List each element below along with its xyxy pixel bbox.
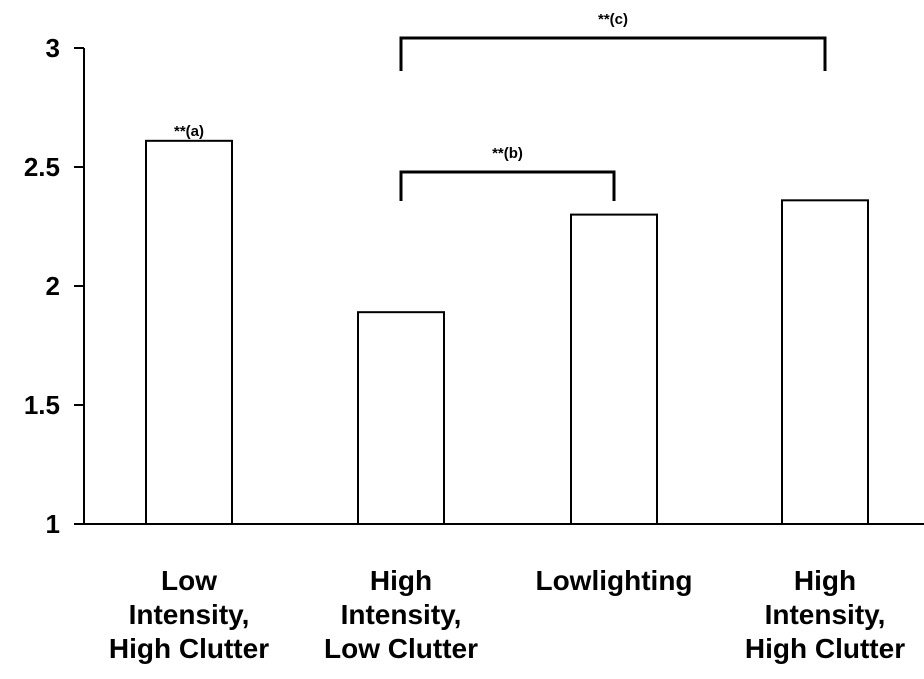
category-label: High <box>794 565 856 596</box>
significance-bracket <box>399 170 616 201</box>
category-label: Intensity, <box>341 599 462 630</box>
y-tick-label: 1.5 <box>24 390 60 420</box>
category-label: Low <box>161 565 217 596</box>
category-label: High Clutter <box>109 633 269 664</box>
y-tick-label: 2 <box>46 271 60 301</box>
bars <box>145 139 869 525</box>
category-label: Lowlighting <box>535 565 692 596</box>
significance-label: **(a) <box>174 123 204 140</box>
bar <box>781 199 869 525</box>
y-tick-label: 2.5 <box>24 152 60 182</box>
significance-label: **(b) <box>492 145 523 162</box>
category-label: Intensity, <box>765 599 886 630</box>
bar <box>357 311 445 525</box>
bar <box>570 213 658 525</box>
category-label: Intensity, <box>129 599 250 630</box>
significance-bracket <box>399 36 827 71</box>
y-tick-label: 3 <box>46 33 60 63</box>
category-label: High Clutter <box>745 633 905 664</box>
category-label: High <box>370 565 432 596</box>
bar <box>145 139 233 525</box>
category-label: Low Clutter <box>324 633 478 664</box>
y-ticks: 1 1.5 2 2.5 3 <box>24 33 84 539</box>
significance-annotations: **(a) **(b) **(c) <box>174 11 827 201</box>
y-tick-label: 1 <box>46 509 60 539</box>
significance-label: **(c) <box>598 11 628 28</box>
